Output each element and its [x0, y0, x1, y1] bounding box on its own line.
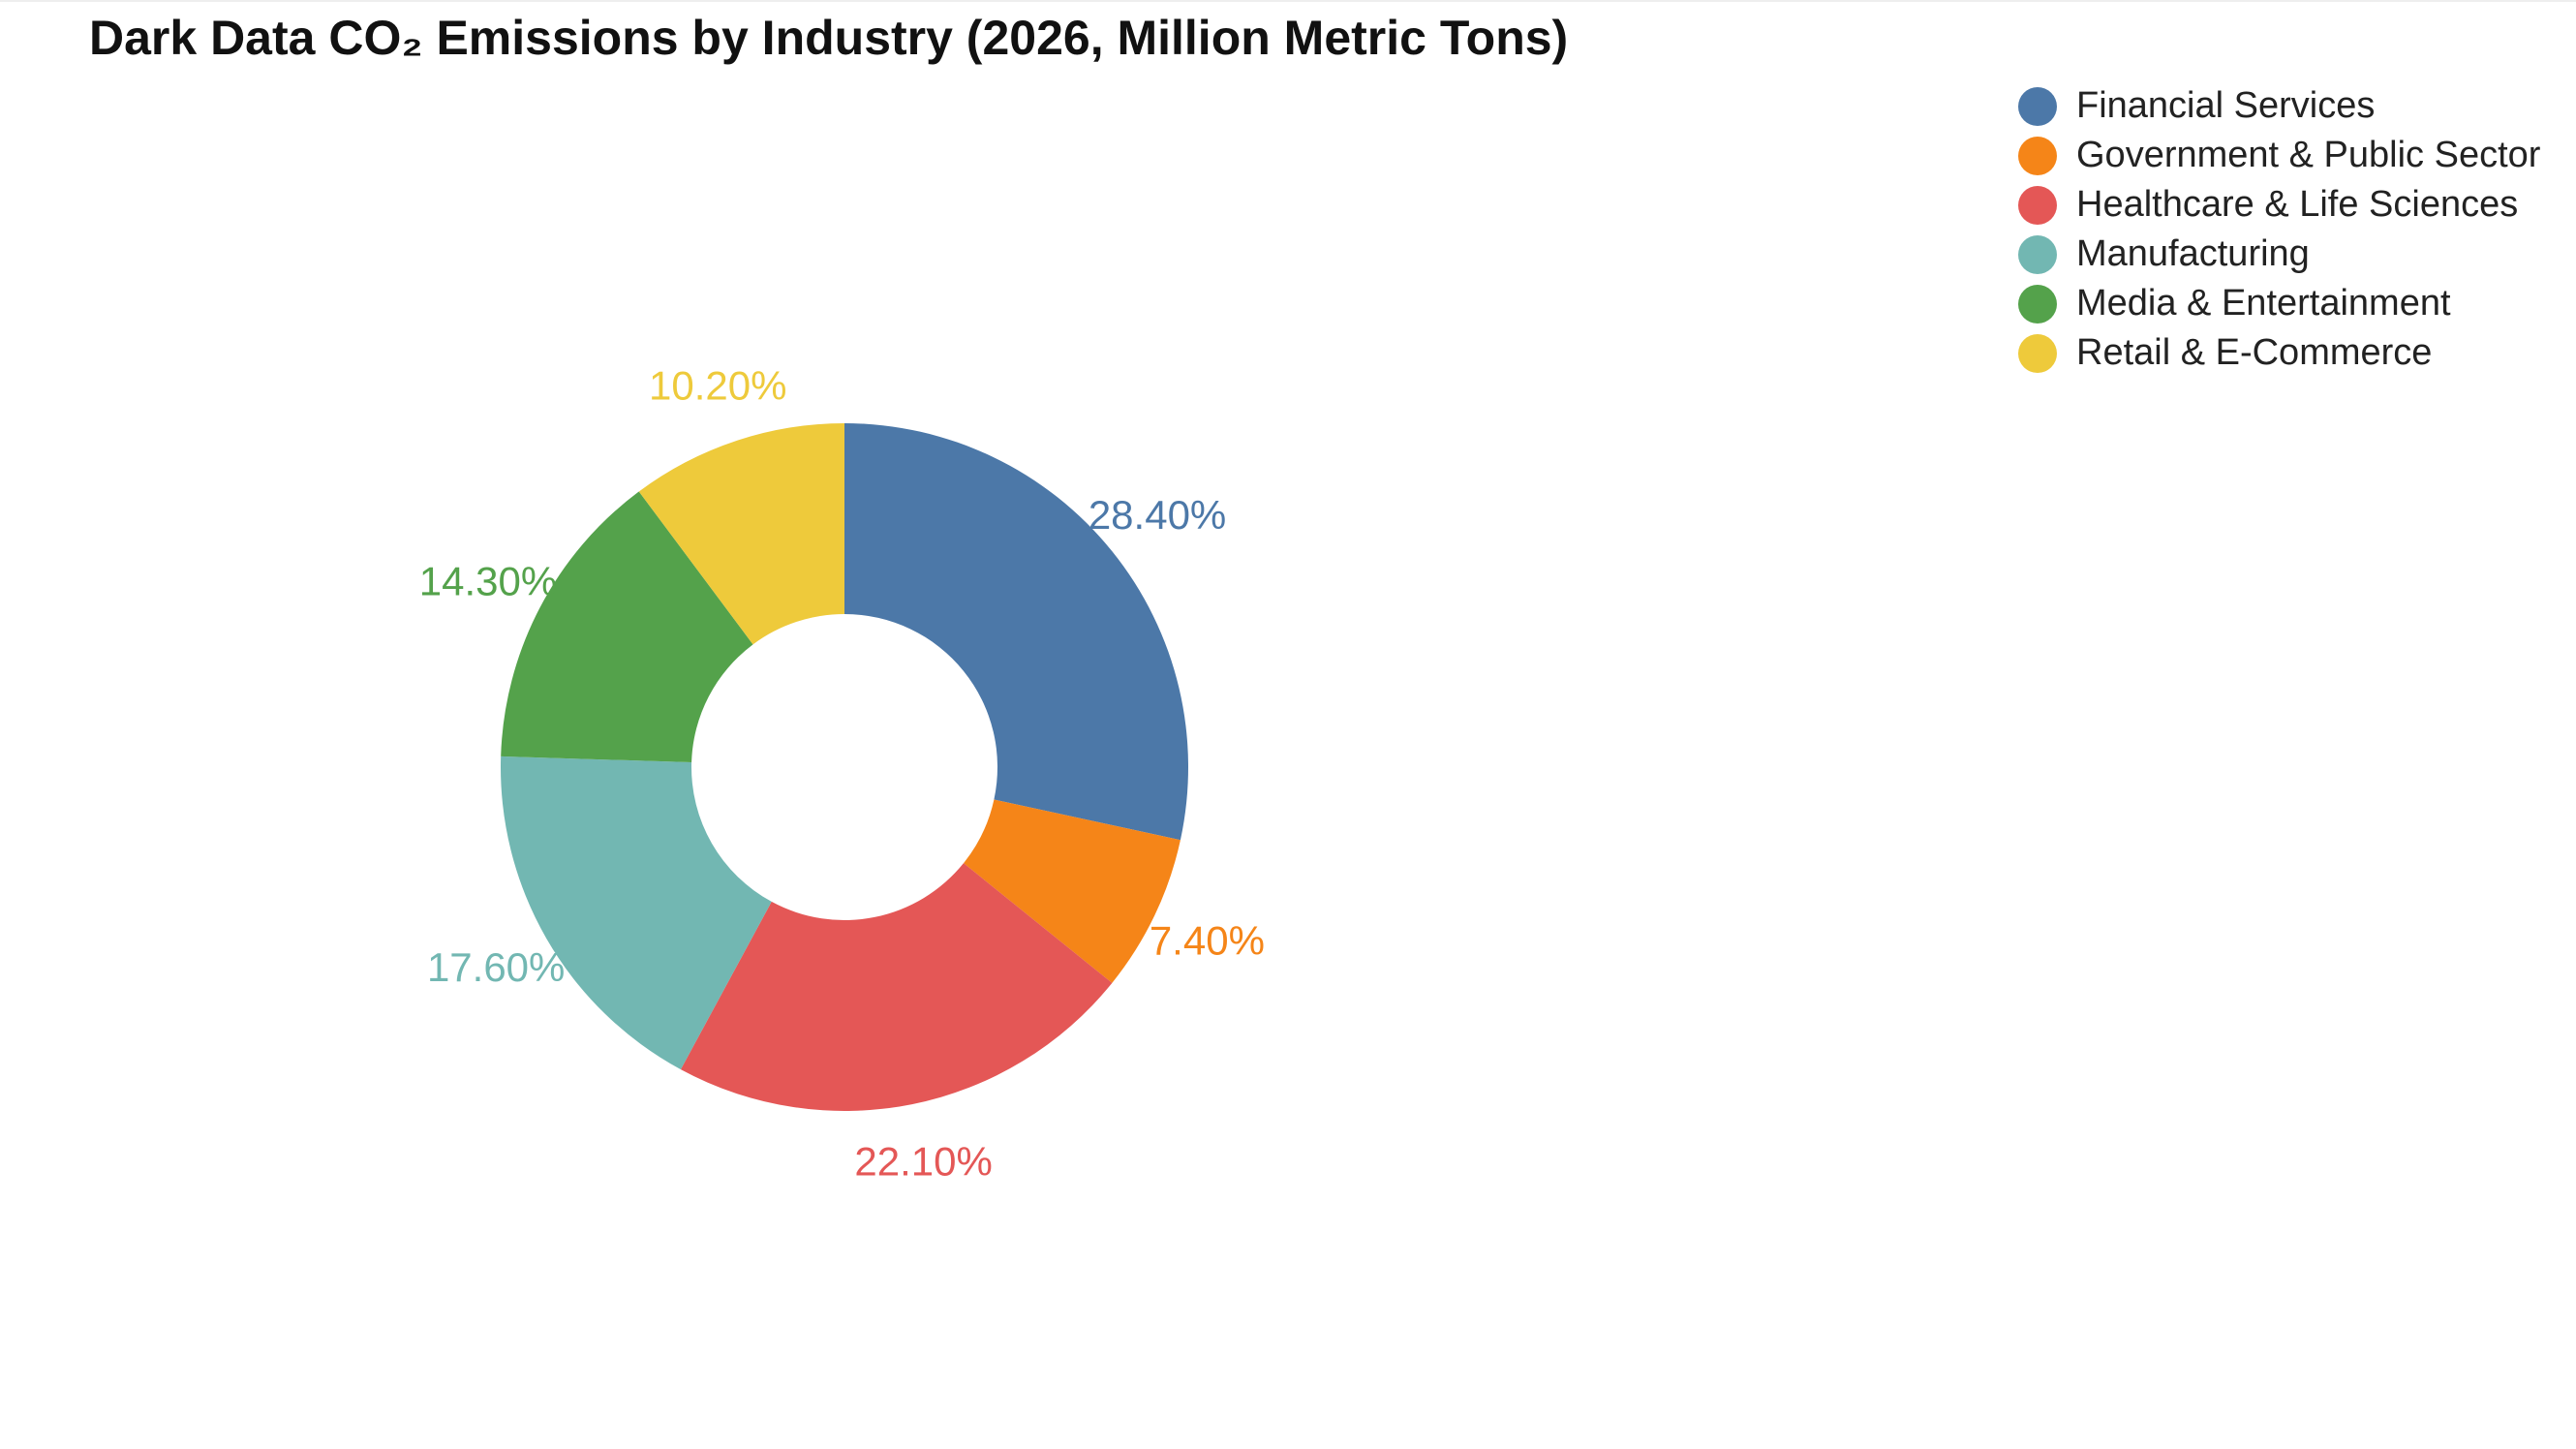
- legend-item-government-and-public-sector[interactable]: Government & Public Sector: [2018, 131, 2540, 180]
- legend-swatch-icon: [2018, 86, 2057, 126]
- legend-swatch-icon: [2018, 284, 2057, 324]
- slice-manufacturing: [501, 755, 772, 1070]
- slice-government-and-public-sector: [963, 799, 1181, 983]
- legend-item-financial-services[interactable]: Financial Services: [2018, 81, 2540, 131]
- legend-item-retail-and-e-commerce[interactable]: Retail & E-Commerce: [2018, 328, 2540, 378]
- legend-item-media-and-entertainment[interactable]: Media & Entertainment: [2018, 279, 2540, 328]
- slice-financial-services: [844, 423, 1188, 841]
- legend-label: Retail & E-Commerce: [2076, 332, 2433, 373]
- data-label-financial-services: 28.40%: [1089, 492, 1226, 538]
- slice-healthcare-and-life-sciences: [680, 863, 1113, 1111]
- chart-title: Dark Data CO₂ Emissions by Industry (202…: [89, 11, 1569, 65]
- legend-label: Media & Entertainment: [2076, 283, 2451, 324]
- slice-media-and-entertainment: [501, 491, 753, 763]
- data-label-healthcare-and-life-sciences: 22.10%: [854, 1138, 992, 1184]
- legend-label: Government & Public Sector: [2076, 135, 2541, 175]
- top-divider: [0, 0, 2576, 2]
- legend-swatch-icon: [2018, 333, 2057, 373]
- legend-swatch-icon: [2018, 234, 2057, 274]
- legend-label: Financial Services: [2076, 85, 2376, 126]
- data-label-media-and-entertainment: 14.30%: [419, 559, 557, 604]
- legend-item-manufacturing[interactable]: Manufacturing: [2018, 230, 2540, 279]
- legend-swatch-icon: [2018, 136, 2057, 175]
- slice-retail-and-e-commerce: [638, 423, 844, 645]
- legend-label: Healthcare & Life Sciences: [2076, 184, 2519, 225]
- data-label-retail-and-e-commerce: 10.20%: [649, 363, 786, 409]
- data-label-manufacturing: 17.60%: [427, 944, 565, 990]
- slice-labels: 28.40% 7.40% 22.10% 17.60% 14.30% 10.20%: [419, 363, 1265, 1185]
- legend-item-healthcare-and-life-sciences[interactable]: Healthcare & Life Sciences: [2018, 180, 2540, 230]
- donut-slices: [501, 423, 1188, 1111]
- data-label-government-and-public-sector: 7.40%: [1150, 918, 1265, 964]
- legend-swatch-icon: [2018, 185, 2057, 225]
- legend-label: Manufacturing: [2076, 233, 2310, 274]
- chart-legend: Financial Services Government & Public Se…: [2018, 81, 2540, 378]
